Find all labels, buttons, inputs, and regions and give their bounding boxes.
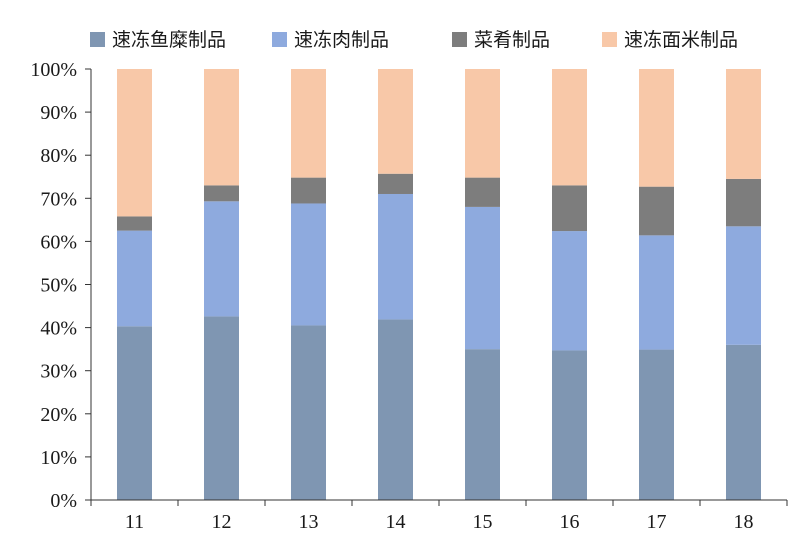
bar-14-series-3 <box>378 173 413 194</box>
bar-18-series-3 <box>726 178 761 227</box>
y-tick-label: 20% <box>40 404 77 426</box>
y-tick-label: 40% <box>40 318 77 340</box>
bar-15-series-3 <box>465 177 500 207</box>
bar-13-series-3 <box>291 177 326 204</box>
x-tick-label: 13 <box>299 511 319 533</box>
legend-swatch-2 <box>272 32 287 47</box>
bar-12-series-2 <box>204 201 239 317</box>
legend-swatch-4 <box>602 32 617 47</box>
bar-15-series-1 <box>465 349 500 500</box>
bar-17-series-1 <box>639 349 674 500</box>
y-tick-label: 100% <box>30 59 77 81</box>
bar-18-series-4 <box>726 69 761 179</box>
bar-12-series-3 <box>204 185 239 202</box>
bar-14-series-4 <box>378 69 413 174</box>
bar-11-series-4 <box>117 69 152 217</box>
bar-13-series-4 <box>291 69 326 178</box>
legend-swatch-3 <box>452 32 467 47</box>
bar-14-series-2 <box>378 193 413 320</box>
legend-swatch-1 <box>90 32 105 47</box>
bar-17-series-4 <box>639 69 674 187</box>
bar-17-series-3 <box>639 186 674 236</box>
x-tick-label: 17 <box>647 511 667 533</box>
bar-16-series-2 <box>552 231 587 351</box>
bar-16-series-1 <box>552 350 587 500</box>
bar-12-series-4 <box>204 69 239 186</box>
y-tick-label: 80% <box>40 145 77 167</box>
bar-17-series-2 <box>639 235 674 350</box>
y-tick-label: 50% <box>40 275 77 297</box>
x-tick-label: 12 <box>212 511 232 533</box>
legend: 速冻鱼糜制品 速冻肉制品 菜肴制品 速冻面米制品 <box>90 29 738 51</box>
y-tick-label: 10% <box>40 447 77 469</box>
x-tick-label: 15 <box>473 511 493 533</box>
bar-14-series-1 <box>378 319 413 500</box>
x-tick-label: 18 <box>734 511 754 533</box>
bar-13-series-1 <box>291 325 326 500</box>
bar-11-series-2 <box>117 230 152 327</box>
bar-16-series-3 <box>552 185 587 232</box>
bar-11-series-1 <box>117 326 152 500</box>
bar-16-series-4 <box>552 69 587 186</box>
y-tick-label: 0% <box>50 490 77 512</box>
bar-11-series-3 <box>117 216 152 231</box>
bars <box>117 69 761 500</box>
x-tick-label: 14 <box>386 511 406 533</box>
y-tick-label: 90% <box>40 102 77 124</box>
bar-12-series-1 <box>204 316 239 500</box>
x-tick-label: 16 <box>560 511 580 533</box>
legend-label-3: 菜肴制品 <box>474 29 550 51</box>
y-tick-label: 60% <box>40 231 77 253</box>
legend-label-1: 速冻鱼糜制品 <box>112 29 226 51</box>
legend-label-2: 速冻肉制品 <box>294 29 389 51</box>
bar-13-series-2 <box>291 203 326 326</box>
legend-label-4: 速冻面米制品 <box>624 29 738 51</box>
bar-15-series-4 <box>465 69 500 178</box>
bar-18-series-2 <box>726 226 761 345</box>
y-tick-label: 30% <box>40 361 77 383</box>
y-tick-label: 70% <box>40 188 77 210</box>
axes: 0% 10% 20% 30% 40% 50% 60% 70% 80% 90% 100% 11 12 13 1… <box>30 59 788 533</box>
bar-15-series-2 <box>465 206 500 350</box>
x-tick-label: 11 <box>125 511 144 533</box>
bar-18-series-1 <box>726 344 761 500</box>
